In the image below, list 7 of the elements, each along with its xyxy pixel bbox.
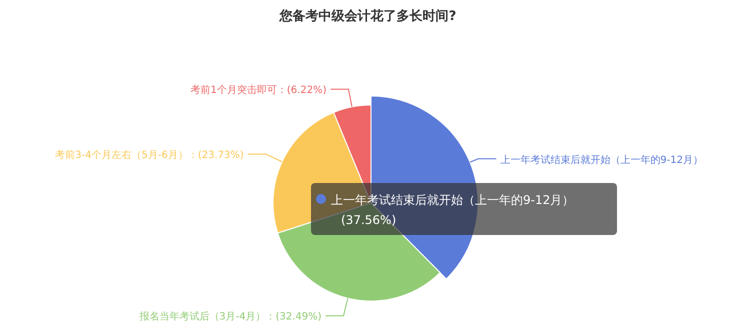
slice-label: 报名当年考试后（3月-4月）：(32.49%) [138, 310, 322, 323]
chart-title: 您备考中级会计花了多长时间? [278, 9, 456, 24]
slice-label: 上一年考试结束后就开始（上一年的9-12月） [500, 154, 703, 166]
text: (37.56%) [341, 213, 396, 227]
text: 上一年考试结束后就开始（上一年的9-12月） [331, 193, 574, 207]
slice-label: 考前1个月突击即可：(6.22%) [190, 84, 327, 96]
slice-label: 考前3-4个月左右（5月-6月）：(23.73%) [55, 149, 244, 162]
